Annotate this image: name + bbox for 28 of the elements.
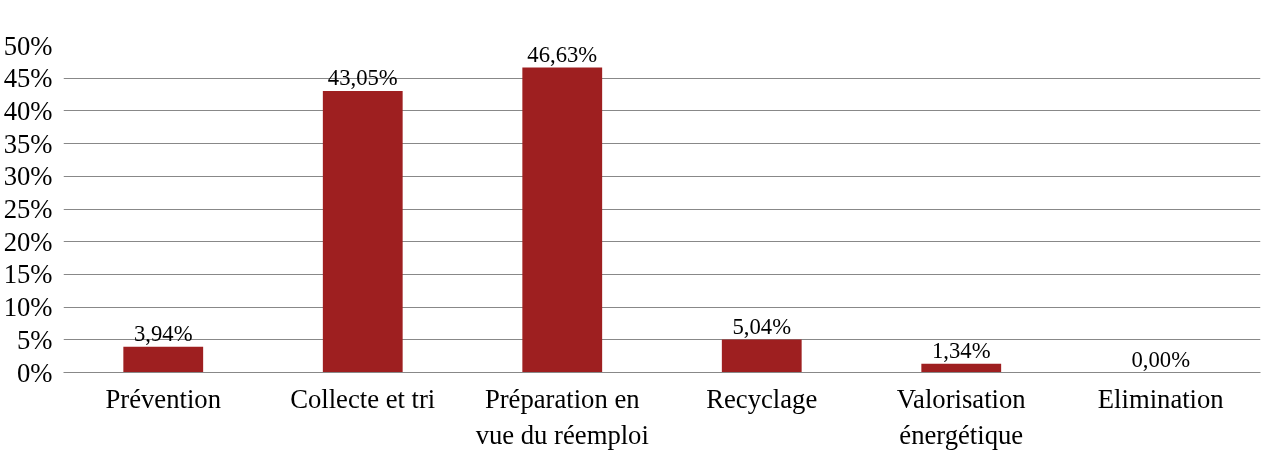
x-tick-label: Valorisation énergétique [896, 383, 1026, 450]
data-label: 1,34% [931, 337, 991, 363]
bar [921, 363, 1002, 373]
y-tick-label: 5% [16, 324, 53, 355]
y-tick-label: 30% [3, 161, 53, 192]
x-tick-label: Préparation en vue du réemploi [475, 383, 649, 450]
y-tick-label: 25% [3, 194, 53, 224]
bar [123, 346, 204, 373]
y-tick-label: 20% [3, 226, 53, 257]
x-tick-label: Elimination [1097, 383, 1224, 414]
data-label: 46,63% [527, 41, 598, 67]
y-tick-label: 45% [3, 63, 53, 94]
y-tick-label: 40% [3, 95, 53, 126]
bar [522, 67, 603, 373]
bar [322, 90, 403, 373]
x-tick-label: Recyclage [706, 383, 818, 414]
data-label: 3,94% [133, 320, 193, 346]
x-tick-label: Collecte et tri [290, 383, 436, 414]
y-tick-label: 50% [3, 30, 53, 61]
y-tick-label: 0% [16, 357, 53, 388]
y-tick-label: 10% [3, 292, 53, 323]
data-label: 5,04% [732, 313, 792, 339]
data-label: 0,00% [1131, 346, 1191, 372]
x-tick-label: Prévention [105, 383, 222, 414]
y-tick-label: 35% [3, 128, 53, 159]
bar [721, 339, 802, 373]
data-label: 43,05% [327, 64, 398, 90]
y-tick-label: 15% [3, 259, 53, 290]
